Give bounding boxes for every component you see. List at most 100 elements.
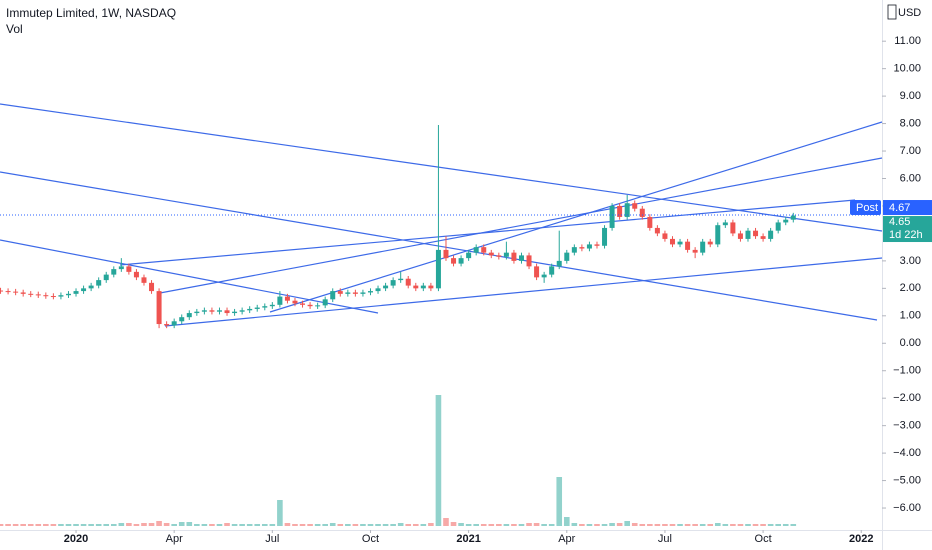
volume-bar xyxy=(752,524,759,526)
volume-bar xyxy=(443,518,449,526)
candle-body xyxy=(43,295,49,297)
volume-bar xyxy=(201,524,208,526)
trend-lines xyxy=(0,103,883,327)
candle-body xyxy=(96,280,102,286)
volume-bar xyxy=(624,521,630,526)
candle-body xyxy=(156,291,162,325)
candle-body xyxy=(541,274,547,278)
y-tick-label: −3.00 xyxy=(893,420,921,432)
candle-body xyxy=(254,307,260,309)
post-tag xyxy=(850,200,881,216)
scale-icon[interactable] xyxy=(887,4,897,20)
volume-bar xyxy=(601,524,608,526)
volume-bar xyxy=(480,524,487,526)
volume-bar xyxy=(269,524,276,526)
x-tick-label: Apr xyxy=(166,533,183,545)
volume-bar xyxy=(118,523,125,526)
volume-bar xyxy=(141,523,147,526)
candle-body xyxy=(737,233,743,239)
volume-bar xyxy=(397,523,404,526)
x-tick-label: Oct xyxy=(362,533,379,545)
candle-body xyxy=(753,230,759,237)
volume-bar xyxy=(299,524,306,526)
candle-body xyxy=(337,291,343,294)
candle-body xyxy=(50,296,56,298)
volume-bar xyxy=(722,524,729,526)
candle-body xyxy=(269,304,275,307)
volume-bar xyxy=(50,524,57,526)
volume-bar xyxy=(412,524,419,526)
candle-body xyxy=(662,233,668,239)
volume-bar xyxy=(684,524,691,526)
candle-body xyxy=(111,269,117,275)
x-tick-label: 2021 xyxy=(456,533,480,545)
volume-bar xyxy=(163,523,170,526)
candle-body xyxy=(518,255,524,261)
volume-bar xyxy=(450,522,457,526)
candle-body xyxy=(13,291,19,293)
y-tick-label: 3.00 xyxy=(900,255,921,267)
candle-body xyxy=(126,266,132,272)
candle-body xyxy=(473,247,479,253)
candle-body xyxy=(654,227,660,234)
volume-bar xyxy=(277,500,283,526)
candle-body xyxy=(284,296,290,301)
candle-body xyxy=(5,291,11,293)
candle-body xyxy=(586,244,592,249)
volume-bar xyxy=(216,524,223,526)
candle-body xyxy=(216,310,222,312)
volume-bar xyxy=(126,523,132,526)
candle-body xyxy=(103,274,109,281)
volume-bar xyxy=(730,524,736,526)
volume-bar xyxy=(27,524,34,526)
volume-bar xyxy=(367,524,374,526)
candle-body xyxy=(383,285,389,289)
candle-body xyxy=(775,222,781,231)
volume-bar xyxy=(654,524,661,526)
currency-label[interactable]: USD xyxy=(898,7,921,19)
candle-body xyxy=(164,324,170,326)
candle-body xyxy=(390,280,396,286)
candle-body xyxy=(292,300,298,304)
last-price-tag xyxy=(883,216,932,243)
candle-body xyxy=(632,203,638,209)
volume-bar xyxy=(224,523,230,526)
volume-bar xyxy=(156,521,162,526)
volume-bar xyxy=(488,524,495,526)
volume-bar xyxy=(647,524,653,526)
candle-body xyxy=(730,222,736,234)
volume-bar xyxy=(594,524,600,526)
candle-body xyxy=(435,249,441,289)
post-price-tag xyxy=(883,200,932,216)
y-tick-label: 10.00 xyxy=(893,63,921,75)
candle-body xyxy=(722,222,728,226)
candle-body xyxy=(118,266,124,270)
volume-bar xyxy=(307,524,313,526)
candle-body xyxy=(398,278,404,281)
candle-body xyxy=(685,241,691,250)
candle-body xyxy=(700,241,706,253)
candle-body xyxy=(481,247,487,253)
candle-body xyxy=(458,258,464,264)
volume-bar xyxy=(194,524,200,526)
volume-bar xyxy=(390,524,396,526)
volume-bar xyxy=(435,395,442,526)
volume-bar xyxy=(35,524,42,526)
volume-bar xyxy=(284,523,291,526)
volume-bar xyxy=(699,524,706,526)
candle-body xyxy=(73,291,79,294)
volume-bar xyxy=(231,524,238,526)
volume-bar xyxy=(563,517,570,526)
volume-bar xyxy=(631,523,638,526)
y-tick-label: 2.00 xyxy=(900,282,921,294)
volume-bar xyxy=(571,523,578,526)
volume-bar xyxy=(458,523,464,526)
candle-body xyxy=(149,282,155,292)
candle-body xyxy=(647,216,653,228)
candle-body xyxy=(790,215,796,220)
volume-bar xyxy=(314,524,321,526)
volume-bar xyxy=(186,522,193,526)
volume-bar xyxy=(65,524,72,526)
